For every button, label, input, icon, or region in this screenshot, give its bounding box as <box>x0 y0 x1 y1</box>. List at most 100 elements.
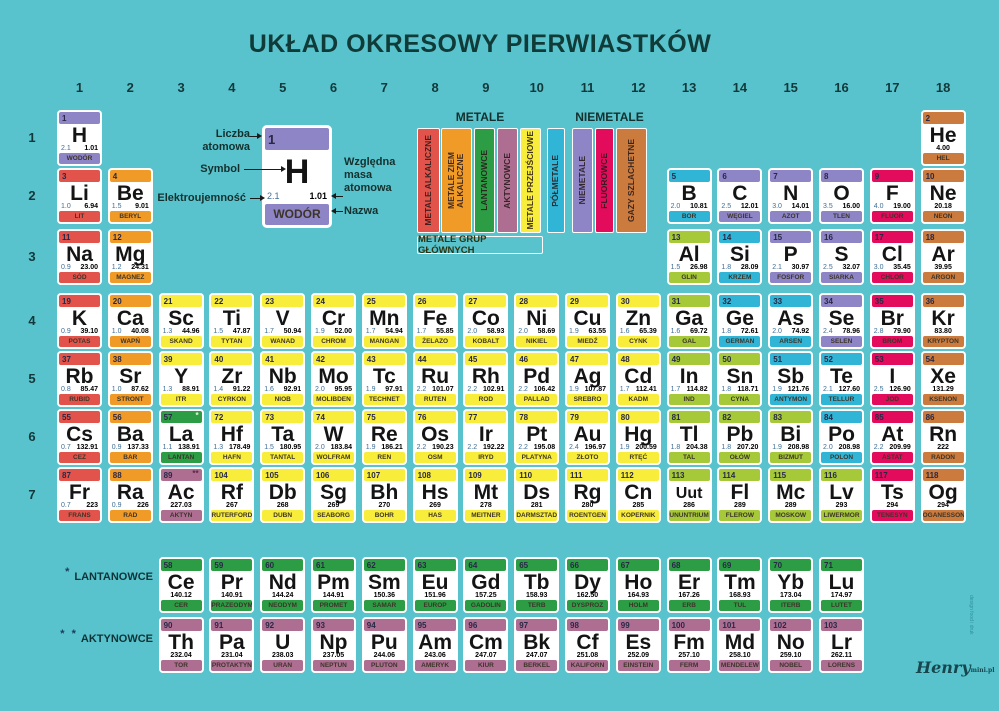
element-name: OGANESSON <box>922 510 964 521</box>
element-cell-P: 15 P 2.1 30.97 FOSFOR <box>768 229 814 285</box>
element-symbol: Ca <box>116 307 144 330</box>
element-name: WANAD <box>262 336 304 347</box>
arrow-electronegativity <box>250 195 265 202</box>
element-name: PRAZEODYM <box>211 600 253 611</box>
element-symbol: C <box>732 182 748 205</box>
atomic-mass: 107.87 <box>584 386 606 393</box>
element-symbol: Mn <box>369 307 400 330</box>
legend-example-symbol: H <box>284 153 310 191</box>
atomic-number: 9 <box>871 170 913 182</box>
group-label-15: 15 <box>783 80 798 95</box>
element-name: NEON <box>922 211 964 222</box>
element-cell-Fr: 87 Fr 0.7 223 FRANS <box>57 467 102 523</box>
element-symbol: Zr <box>221 365 243 388</box>
atomic-number: 76 <box>414 411 456 423</box>
element-cell-Sg: 106 Sg 269 SEABORG <box>311 467 356 523</box>
electronegativity: 1.0 <box>61 203 71 210</box>
atomic-mass: 44.96 <box>182 328 200 335</box>
electronegativity: 0.9 <box>111 444 122 451</box>
element-symbol: Db <box>268 481 297 504</box>
element-name: AZOT <box>770 211 812 222</box>
element-symbol: Ne <box>929 182 957 205</box>
electronegativity: 2.0 <box>772 328 782 335</box>
element-name: RUTEN <box>414 394 456 405</box>
element-cell-Ac: 89 ** Ac 227.03 AKTYN <box>158 467 204 523</box>
element-cell-Sm: 62 Sm 150.36 SAMAR <box>361 557 407 613</box>
period-label-2: 2 <box>28 188 36 203</box>
legend-example-mass: 1.01 <box>309 191 327 201</box>
element-name: TECHNET <box>363 394 405 405</box>
element-name: CYNK <box>617 336 659 347</box>
element-symbol: Md <box>724 631 756 654</box>
electronegativity: 2.1 <box>823 386 833 393</box>
atomic-mass: 63.55 <box>588 328 606 335</box>
atomic-number: 89 ** <box>160 469 202 481</box>
atomic-mass: 238.03 <box>271 652 294 659</box>
element-symbol: Bh <box>370 481 399 504</box>
atomic-number: 68 <box>668 559 710 571</box>
atomic-number: 19 <box>59 295 100 307</box>
atomic-number: 32 <box>719 295 761 307</box>
element-symbol: Ir <box>478 423 493 446</box>
element-name: SIARKA <box>821 272 862 283</box>
element-symbol: Fm <box>673 631 705 654</box>
atomic-number: 14 <box>719 231 761 243</box>
element-cell-Ds: 110 Ds 281 DARMSZTAD <box>514 467 560 523</box>
element-cell-Og: 118 Og 294 OGANESSON <box>920 467 966 523</box>
atomic-number: 111 <box>567 469 608 481</box>
atomic-number: 8 <box>821 170 862 182</box>
element-cell-Cn: 112 Cn 285 KOPERNIK <box>615 467 661 523</box>
publisher-logo: Henrymini.pl <box>916 658 995 677</box>
atomic-number: 28 <box>516 295 558 307</box>
element-symbol: Er <box>678 571 701 594</box>
atomic-mass: 180.95 <box>279 444 302 451</box>
atomic-number: 45 <box>465 353 507 365</box>
atomic-number: 75 <box>363 411 405 423</box>
electronegativity: 0.8 <box>61 386 71 393</box>
element-symbol: Sg <box>320 481 347 504</box>
element-cell-Ru: 44 Ru 2.2 101.07 RUTEN <box>412 351 458 407</box>
atomic-mass: 257.10 <box>678 652 700 659</box>
element-name: EINSTEIN <box>617 660 659 671</box>
element-name: RADON <box>922 452 964 463</box>
atomic-mass: 174.97 <box>830 592 853 599</box>
atomic-number: 112 <box>617 469 659 481</box>
atomic-mass: 289 <box>784 502 797 509</box>
element-cell-Cs: 55 Cs 0.7 132.91 CEZ <box>57 409 102 465</box>
element-cell-Es: 99 Es 252.09 EINSTEIN <box>615 617 661 673</box>
atomic-number: 54 <box>922 353 964 365</box>
atomic-mass: 259.10 <box>779 652 802 659</box>
element-name: KRZEM <box>719 272 761 283</box>
element-symbol: Mo <box>318 365 349 388</box>
element-symbol: Al <box>678 243 700 266</box>
electronegativity: 1.6 <box>670 328 681 335</box>
atomic-number: 5 <box>668 170 710 182</box>
element-name: TUL <box>719 600 761 611</box>
atomic-mass: 243.06 <box>424 652 446 659</box>
electronegativity: 1.9 <box>365 444 376 451</box>
atomic-mass: 294 <box>886 502 899 509</box>
atomic-mass: 32.07 <box>842 264 860 271</box>
atomic-number: 2 <box>922 112 964 124</box>
legend-bar-akt: AKTYNOWCE <box>497 128 518 233</box>
element-cell-Re: 75 Re 1.9 186.21 REN <box>361 409 407 465</box>
element-symbol: Ar <box>931 243 955 266</box>
atomic-number: 17 <box>871 231 913 243</box>
element-cell-Lr: 103 Lr 262.11 LORENS <box>819 617 864 673</box>
element-cell-Dy: 66 Dy 162.50 DYSPROZ <box>565 557 610 613</box>
electronegativity: 0.7 <box>61 502 71 509</box>
electronegativity: 2.2 <box>416 444 427 451</box>
element-symbol: Fe <box>422 307 448 330</box>
element-cell-Mo: 42 Mo 2.0 95.95 MOLIBDEN <box>311 351 356 407</box>
atomic-mass: 269 <box>429 502 441 509</box>
atomic-number: 58 <box>160 559 202 571</box>
element-symbol: Ti <box>222 307 242 330</box>
atomic-mass: 39.95 <box>934 264 952 271</box>
element-cell-Hs: 108 Hs 269 HAS <box>412 467 458 523</box>
element-symbol: At <box>881 423 904 446</box>
atomic-number: 70 <box>770 559 812 571</box>
element-name: ROENTGEN <box>567 510 608 521</box>
atomic-mass: 79.90 <box>893 328 911 335</box>
element-name: SELEN <box>821 336 862 347</box>
element-cell-C: 6 C 2.5 12.01 WĘGIEL <box>717 168 763 224</box>
